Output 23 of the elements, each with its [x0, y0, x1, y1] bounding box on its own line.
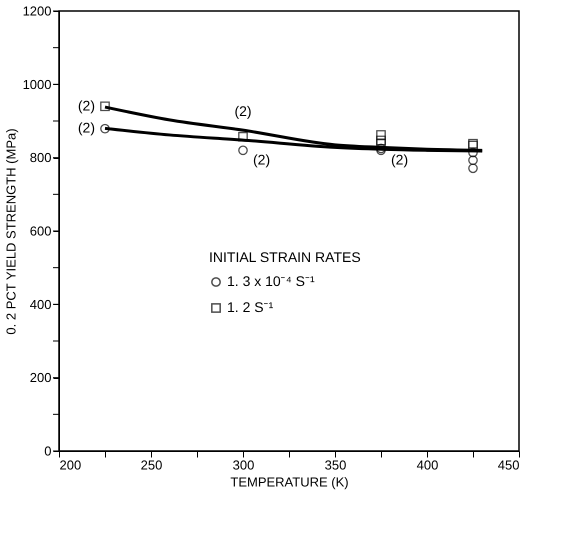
y-tick-label: 1000	[22, 76, 52, 92]
x-tick-label: 450	[498, 458, 520, 472]
y-tick-label: 1200	[22, 4, 52, 18]
y-tick-label: 600	[30, 224, 52, 238]
y-tick-label: 200	[30, 370, 52, 386]
legend-label: 1. 3 x 10⁻⁴ S⁻¹	[227, 273, 315, 289]
x-tick-label: 300	[232, 458, 254, 472]
x-tick-label: 400	[416, 458, 438, 472]
x-tick-label: 200	[60, 458, 82, 472]
y-tick-label: 0	[44, 444, 52, 458]
x-tick-label: 250	[140, 458, 162, 472]
legend-title: INITIAL STRAIN RATES	[209, 249, 361, 265]
annotation: (2)	[78, 120, 95, 136]
legend-label: 1. 2 S⁻¹	[227, 299, 274, 315]
y-tick-label: 800	[30, 150, 52, 166]
y-tick-label: 400	[30, 296, 52, 312]
annotation: (2)	[78, 97, 95, 114]
x-axis-title: TEMPERATURE (K)	[230, 474, 349, 490]
annotation: (2)	[253, 151, 270, 168]
y-axis-title: 0. 2 PCT YIELD STRENGTH (MPa)	[4, 128, 19, 335]
annotation: (2)	[391, 151, 408, 168]
annotation: (2)	[234, 103, 252, 120]
x-tick-label: 350	[324, 458, 346, 472]
